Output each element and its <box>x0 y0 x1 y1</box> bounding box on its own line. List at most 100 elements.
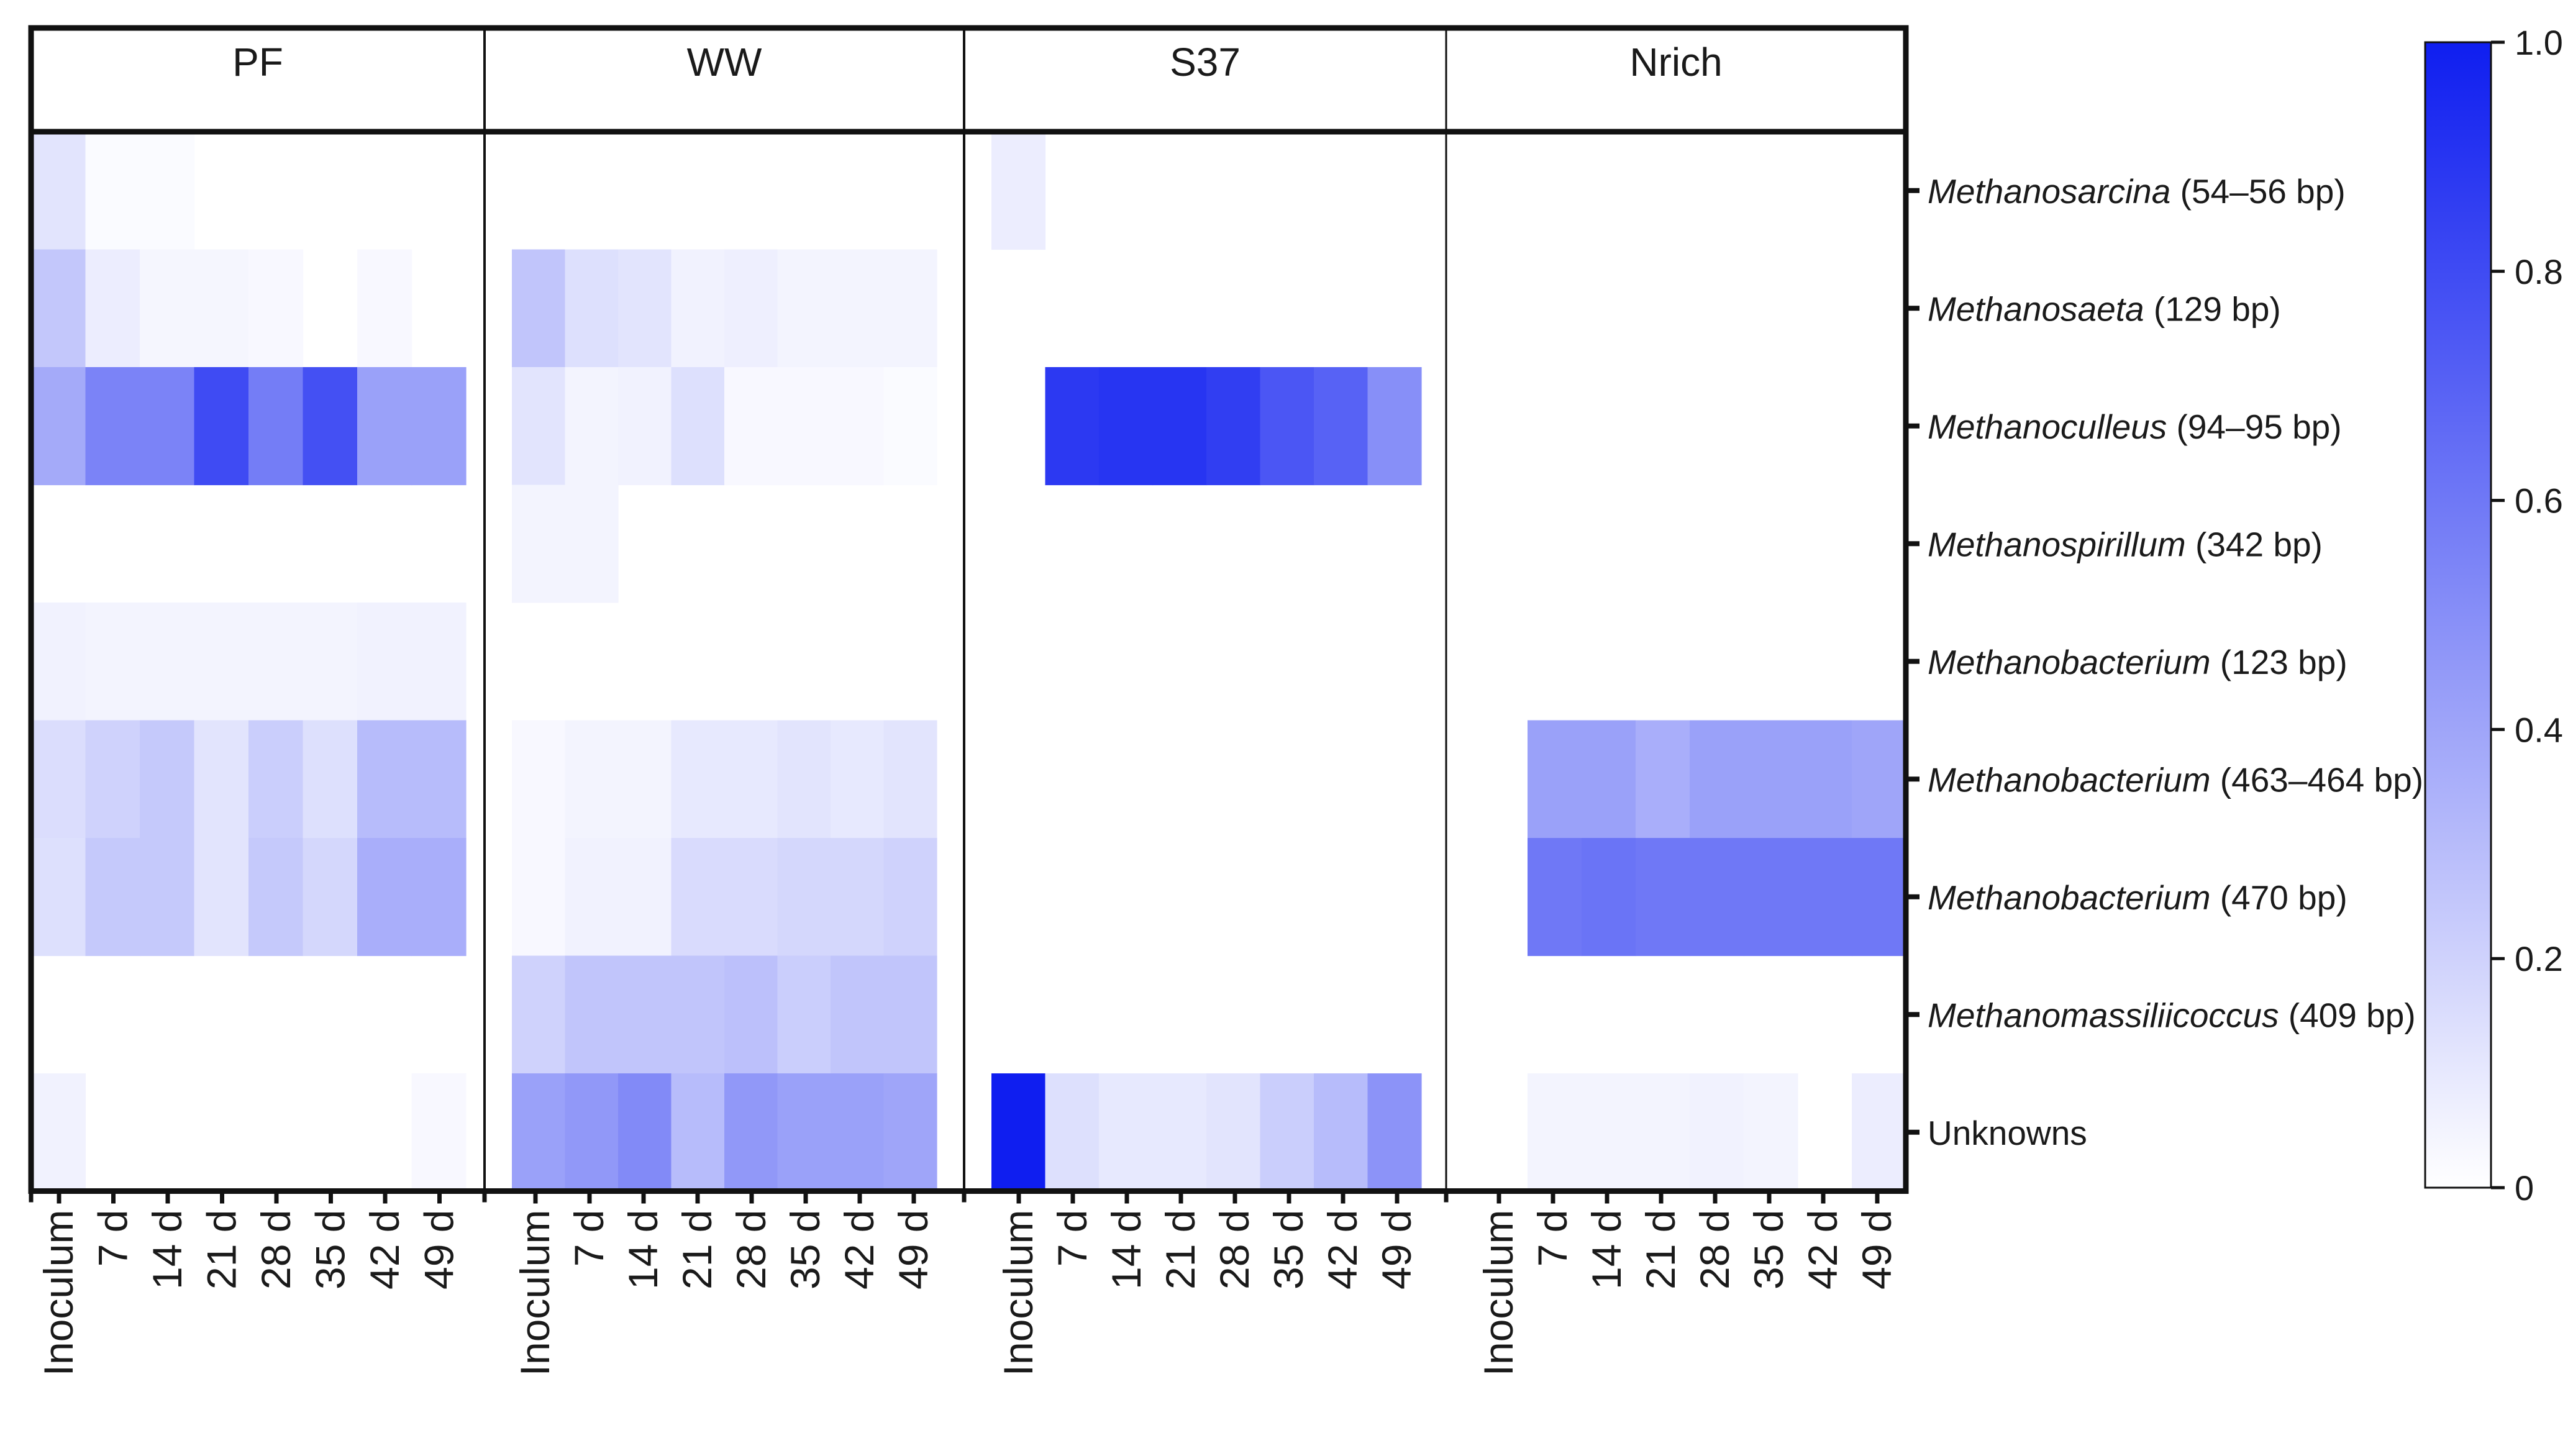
heatmap-cell-pf-r5-c4 <box>248 720 304 839</box>
row-label-size: (94–95 bp) <box>2167 407 2341 446</box>
heatmap-cell-s37-r2-c6 <box>1314 367 1368 486</box>
heatmap-cell-nrich-r6-c3 <box>1636 838 1690 957</box>
heatmap-cell-pf-r6-c6 <box>357 838 412 957</box>
row-label: Methanobacterium (470 bp) <box>1928 878 2348 917</box>
heatmap-cell-pf-r2-c4 <box>248 367 304 486</box>
heatmap-cell-s37-r2-c7 <box>1367 367 1422 486</box>
heatmap-cell-nrich-r5-c1 <box>1528 720 1582 839</box>
heatmap-cell-pf-r5-c3 <box>194 720 249 839</box>
row-label-size: (54–56 bp) <box>2170 172 2345 211</box>
heatmap-cell-pf-r6-c0 <box>31 838 86 957</box>
heatmap-cell-s37-r2-c1 <box>1045 367 1100 486</box>
heatmap-cell-ww-r1-c0 <box>512 249 566 368</box>
heatmap-cell-pf-r4-c5 <box>303 603 358 721</box>
column-label-s37-1: 7 d <box>1049 1210 1095 1267</box>
row-label-size: (470 bp) <box>2211 878 2348 917</box>
heatmap-cell-pf-r6-c5 <box>303 838 358 957</box>
heatmap-cell-pf-r2-c5 <box>303 367 358 486</box>
heatmap-cell-ww-r6-c4 <box>724 838 778 957</box>
heatmap-cell-ww-r5-c4 <box>724 720 778 839</box>
heatmap-cell-ww-r5-c3 <box>671 720 725 839</box>
heatmap-cell-ww-r7-c7 <box>883 955 937 1074</box>
chart-frame <box>28 25 1909 1194</box>
heatmap-cell-s37-r2-c4 <box>1206 367 1261 486</box>
column-label-nrich-1: 7 d <box>1529 1210 1575 1267</box>
heatmap-cell-ww-r6-c3 <box>671 838 725 957</box>
row-label: Methanoculleus (94–95 bp) <box>1928 407 2342 446</box>
heatmap-cell-ww-r6-c2 <box>618 838 672 957</box>
heatmap-cell-pf-r6-c7 <box>411 838 467 957</box>
row-label-taxon: Methanosaeta <box>1928 289 2144 328</box>
heatmap-cell-ww-r8-c7 <box>883 1073 937 1192</box>
column-label-pf-0: Inoculum <box>35 1210 81 1376</box>
panel-title-pf: PF <box>232 40 283 84</box>
heatmap-cell-nrich-r5-c5 <box>1744 720 1798 839</box>
column-label-ww-2: 14 d <box>620 1210 666 1290</box>
row-label-size: (342 bp) <box>2186 525 2323 563</box>
column-label-pf-4: 28 d <box>253 1210 299 1290</box>
heatmap-cell-ww-r7-c3 <box>671 955 725 1074</box>
row-label-taxon: Methanomassiliicoccus <box>1928 996 2279 1034</box>
heatmap-cell-ww-r5-c2 <box>618 720 672 839</box>
heatmap-cell-nrich-r6-c6 <box>1798 838 1852 957</box>
column-label-s37-7: 49 d <box>1373 1210 1419 1290</box>
heatmap-cell-ww-r1-c5 <box>777 249 831 368</box>
heatmap-cell-ww-r5-c0 <box>512 720 566 839</box>
heatmap-cell-ww-r1-c3 <box>671 249 725 368</box>
heatmap-cell-ww-r6-c0 <box>512 838 566 957</box>
heatmap-cell-ww-r1-c4 <box>724 249 778 368</box>
heatmap-cell-ww-r8-c0 <box>512 1073 566 1192</box>
heatmap-cell-ww-r2-c5 <box>777 367 831 486</box>
colorbar-tick-label: 0.2 <box>2515 939 2563 978</box>
column-label-s37-2: 14 d <box>1103 1210 1149 1290</box>
heatmap-cell-nrich-r6-c5 <box>1744 838 1798 957</box>
heatmap-cell-pf-r6-c3 <box>194 838 249 957</box>
heatmap-cell-pf-r2-c0 <box>31 367 86 486</box>
heatmap-cell-ww-r2-c0 <box>512 367 566 486</box>
column-label-s37-3: 21 d <box>1157 1210 1203 1290</box>
heatmap-cell-pf-r8-c7 <box>411 1073 467 1192</box>
heatmap-cell-pf-r0-c1 <box>85 132 140 250</box>
heatmap-cell-ww-r8-c5 <box>777 1073 831 1192</box>
panel-title-ww: WW <box>687 40 762 84</box>
heatmap-cell-ww-r8-c4 <box>724 1073 778 1192</box>
column-label-pf-1: 7 d <box>90 1210 136 1267</box>
colorbar-tick-label: 0.8 <box>2515 252 2563 291</box>
heatmap-cell-pf-r2-c1 <box>85 367 140 486</box>
heatmap-cell-ww-r7-c1 <box>565 955 619 1074</box>
heatmap-cell-nrich-r6-c1 <box>1528 838 1582 957</box>
column-label-s37-6: 42 d <box>1319 1210 1365 1290</box>
heatmap-cell-ww-r1-c7 <box>883 249 937 368</box>
row-label-taxon: Methanospirillum <box>1928 525 2186 563</box>
heatmap-cell-ww-r2-c7 <box>883 367 937 486</box>
panel-title-s37: S37 <box>1170 40 1241 84</box>
column-label-s37-4: 28 d <box>1211 1210 1257 1290</box>
row-label: Methanosaeta (129 bp) <box>1928 289 2281 328</box>
row-label-taxon: Methanobacterium <box>1928 878 2211 917</box>
row-label-taxon: Methanosarcina <box>1928 172 2170 211</box>
row-label-taxon: Methanoculleus <box>1928 407 2167 446</box>
heatmap-cell-pf-r5-c2 <box>140 720 195 839</box>
heatmap-cell-nrich-r5-c4 <box>1690 720 1744 839</box>
heatmap-cell-pf-r5-c0 <box>31 720 86 839</box>
column-label-pf-2: 14 d <box>144 1210 190 1290</box>
heatmap-cell-s37-r8-c6 <box>1314 1073 1368 1192</box>
heatmap-cell-ww-r8-c1 <box>565 1073 619 1192</box>
column-label-nrich-3: 21 d <box>1637 1210 1683 1290</box>
heatmap-cell-ww-r7-c2 <box>618 955 672 1074</box>
column-label-ww-7: 49 d <box>890 1210 936 1290</box>
heatmap-cell-pf-r2-c3 <box>194 367 249 486</box>
heatmap-cell-s37-r8-c1 <box>1045 1073 1100 1192</box>
heatmap-cell-s37-r8-c4 <box>1206 1073 1261 1192</box>
panel-title-nrich: Nrich <box>1629 40 1722 84</box>
heatmap-cell-pf-r1-c3 <box>194 249 249 368</box>
row-label: Unknowns <box>1928 1114 2087 1152</box>
column-label-ww-5: 35 d <box>782 1210 828 1290</box>
row-label: Methanomassiliicoccus (409 bp) <box>1928 996 2416 1034</box>
heatmap-cell-pf-r6-c1 <box>85 838 140 957</box>
heatmap-cell-s37-r2-c5 <box>1260 367 1314 486</box>
heatmap-cell-pf-r4-c2 <box>140 603 195 721</box>
heatmap-cell-ww-r1-c1 <box>565 249 619 368</box>
column-label-nrich-7: 49 d <box>1854 1210 1900 1290</box>
